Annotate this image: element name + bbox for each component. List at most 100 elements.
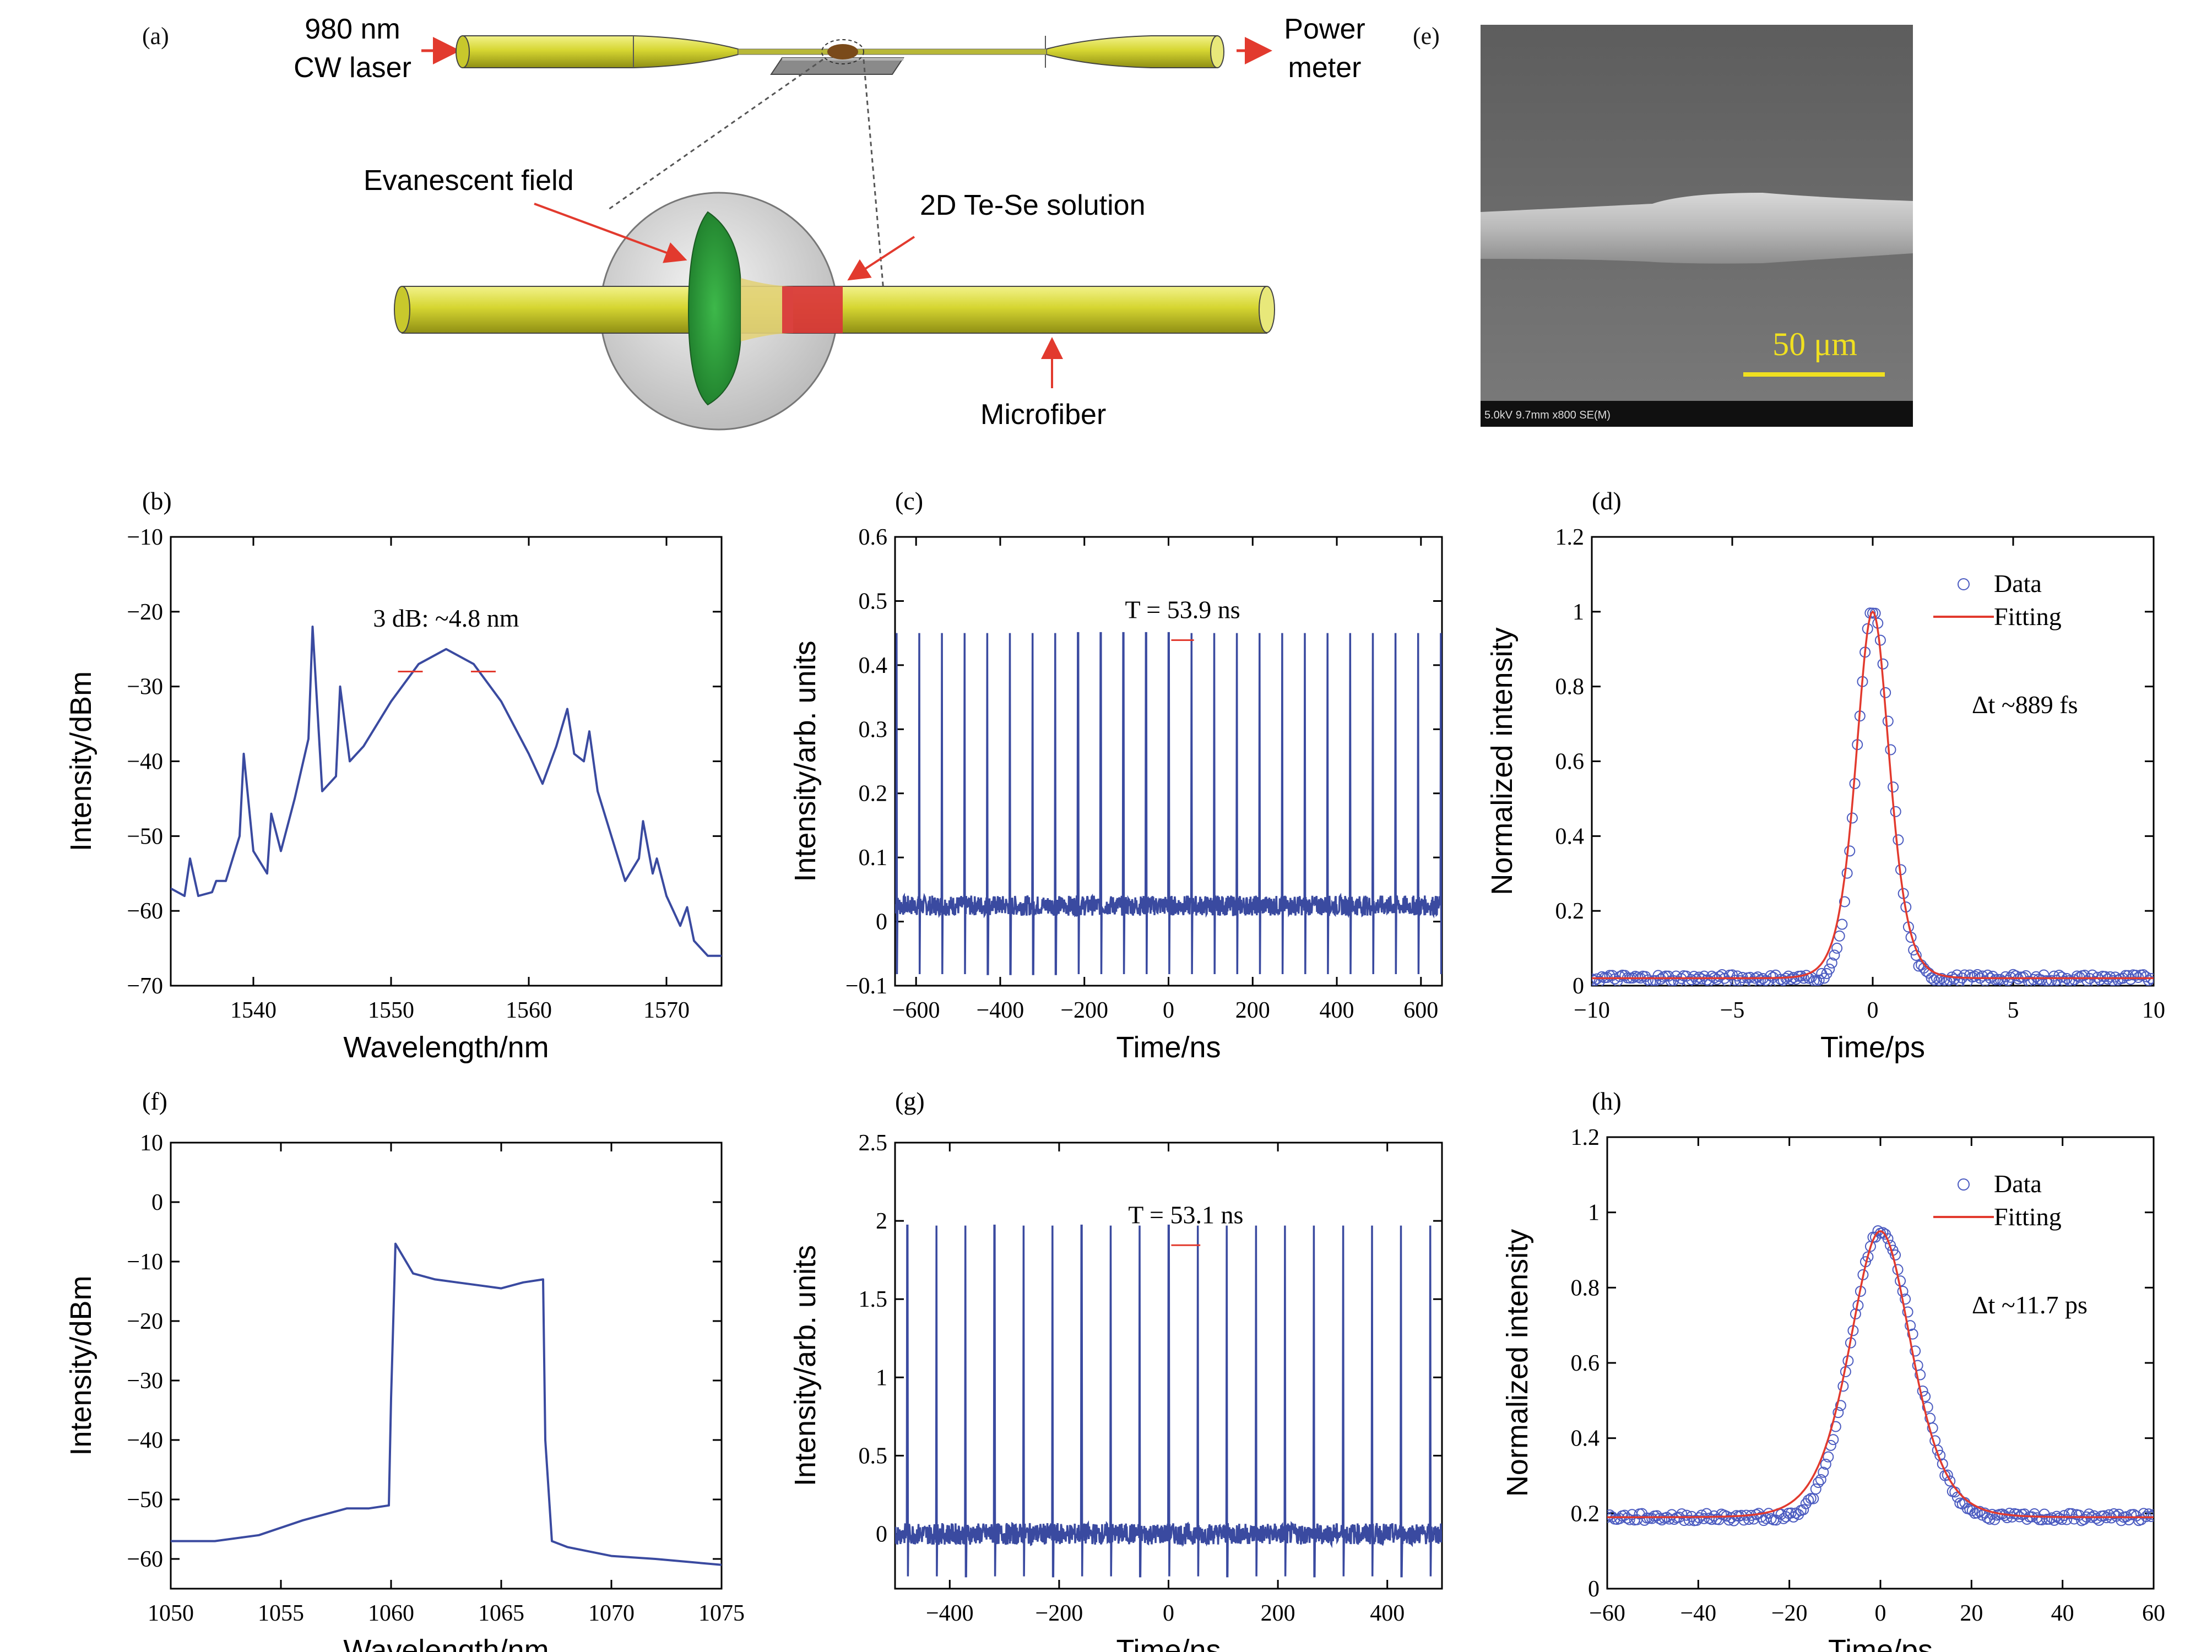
y-tick-label: −70 xyxy=(127,974,163,999)
x-tick-label: 600 xyxy=(1403,998,1438,1023)
data-point xyxy=(1910,1345,1921,1357)
x-tick-label: −600 xyxy=(892,998,940,1023)
y-tick-label: 2.5 xyxy=(859,1131,888,1156)
x-tick-label: −10 xyxy=(1574,998,1610,1023)
data-point xyxy=(2148,976,2154,986)
data-point xyxy=(1823,1451,1834,1463)
data-point xyxy=(1656,1514,1668,1526)
data-point xyxy=(1835,1400,1846,1411)
y-axis-label: Normalized intensity xyxy=(1485,627,1519,895)
x-tick-label: 0 xyxy=(1867,998,1879,1023)
fiber-left-taper xyxy=(462,35,739,68)
data-point xyxy=(1734,975,1745,986)
plot-area xyxy=(1607,1225,2154,1526)
x-tick-label: 1070 xyxy=(588,1601,635,1626)
plot-area xyxy=(171,1242,722,1566)
y-tick-label: 0.2 xyxy=(1571,1501,1600,1526)
data-point xyxy=(1639,1514,1650,1526)
legend-data-marker xyxy=(1958,578,1970,590)
x-tick-label: −200 xyxy=(1035,1601,1083,1626)
legend-data-marker xyxy=(1958,1178,1970,1191)
data-point xyxy=(1839,896,1850,907)
data-point xyxy=(1872,1225,1884,1237)
laser-wavelength-label: 980 nm xyxy=(305,13,400,45)
te-se-coating xyxy=(782,286,843,333)
data-point xyxy=(1920,1391,1931,1403)
y-tick-label: 1 xyxy=(1573,600,1584,625)
panel-label: (h) xyxy=(1592,1087,1622,1115)
y-tick-label: 0.5 xyxy=(859,1443,888,1469)
period-annotation: T = 53.1 ns xyxy=(1128,1200,1243,1229)
pulse-width-annotation: Δt ~889 fs xyxy=(1972,691,2078,719)
x-tick-label: −200 xyxy=(1060,998,1108,1023)
x-tick-label: 60 xyxy=(2142,1601,2165,1626)
y-tick-label: −60 xyxy=(127,1547,163,1572)
y-tick-label: 1 xyxy=(1588,1200,1600,1226)
data-point xyxy=(1824,963,1835,975)
data-point xyxy=(1969,970,1981,982)
y-tick-label: −40 xyxy=(127,749,163,775)
legend-fit-label: Fitting xyxy=(1994,602,2062,631)
sample-droplet xyxy=(827,44,858,59)
data-point xyxy=(1676,1508,1688,1520)
x-tick-label: 1550 xyxy=(368,998,414,1023)
y-tick-label: 0.2 xyxy=(1555,899,1585,924)
data-point xyxy=(1836,919,1848,930)
data-point xyxy=(1907,1328,1918,1340)
y-tick-label: −30 xyxy=(127,1368,163,1394)
y-tick-label: −40 xyxy=(127,1428,163,1453)
legend-data-label: Data xyxy=(1994,569,2042,597)
panel-label: (c) xyxy=(895,487,923,515)
y-tick-label: 0.3 xyxy=(859,717,888,742)
spectrum-line xyxy=(171,1242,722,1566)
data-point xyxy=(1877,658,1889,670)
x-tick-label: 400 xyxy=(1320,998,1354,1023)
data-point xyxy=(1915,1369,1926,1381)
x-tick-label: 0 xyxy=(1163,1601,1174,1626)
spectrum-line xyxy=(171,626,722,957)
data-point xyxy=(1890,1249,1901,1261)
y-tick-label: −50 xyxy=(127,824,163,849)
plot-area xyxy=(1592,607,2154,986)
data-point xyxy=(1765,970,1776,981)
y-axis-label: Normalized intensity xyxy=(1501,1229,1534,1497)
panel-label: (d) xyxy=(1592,487,1622,515)
x-axis-label: Time/ns xyxy=(1116,1031,1221,1064)
x-axis-label: Wavelength/nm xyxy=(343,1634,549,1652)
panel-label: (f) xyxy=(142,1087,167,1115)
evanescent-field-shape xyxy=(687,211,741,406)
data-point xyxy=(1944,1475,1956,1487)
data-point xyxy=(1830,1421,1841,1432)
x-tick-label: 40 xyxy=(2051,1601,2074,1626)
x-tick-label: 200 xyxy=(1261,1601,1295,1626)
plot-frame xyxy=(1591,536,2155,987)
data-point xyxy=(1994,974,2006,985)
data-point xyxy=(1820,1458,1831,1470)
data-point xyxy=(1966,1505,1978,1517)
data-point xyxy=(1841,867,1853,879)
y-tick-label: −30 xyxy=(127,675,163,700)
data-point xyxy=(1810,1483,1821,1495)
data-point xyxy=(1803,1495,1814,1506)
data-point xyxy=(1826,957,1837,969)
panel-e-label: (e) xyxy=(1413,23,1440,50)
x-tick-label: −40 xyxy=(1680,1601,1716,1626)
data-point xyxy=(1693,971,1705,983)
y-tick-label: 0 xyxy=(1573,974,1584,999)
panel-label: (b) xyxy=(142,487,172,515)
laser-type-label: CW laser xyxy=(294,52,411,84)
y-axis-label: Intensity/dBm xyxy=(64,1275,97,1455)
x-tick-label: 1560 xyxy=(506,998,552,1023)
x-axis-label: Time/ps xyxy=(1828,1634,1933,1652)
data-point xyxy=(1971,1507,1983,1519)
chart-h: (h) −60 −40 −20 0 20 40 60 0 0.2 0.4 0.6 0.8 1 1.2 Time… xyxy=(1501,1087,2165,1652)
x-axis-label: Time/ns xyxy=(1116,1634,1221,1652)
y-tick-label: 0.2 xyxy=(859,781,888,807)
legend-fit-label: Fitting xyxy=(1994,1203,2062,1231)
y-tick-label: 0.4 xyxy=(859,653,888,678)
data-point xyxy=(1772,976,1784,986)
y-tick-label: 2 xyxy=(876,1209,887,1234)
panel-a-label: (a) xyxy=(142,23,169,50)
x-tick-label: 0 xyxy=(1875,1601,1886,1626)
